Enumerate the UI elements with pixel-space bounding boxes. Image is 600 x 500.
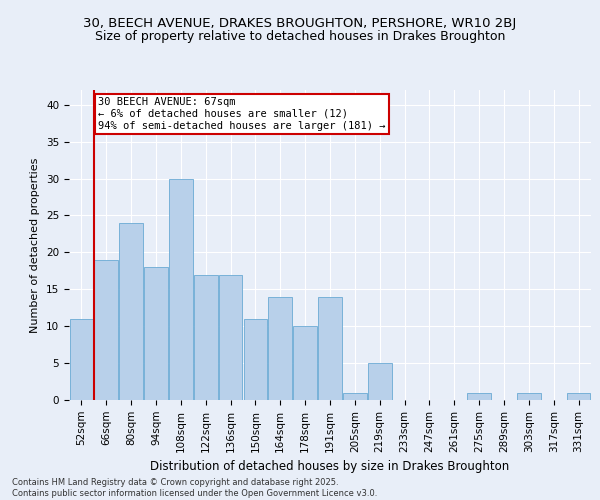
Bar	[467, 392, 491, 400]
Text: 30 BEECH AVENUE: 67sqm
← 6% of detached houses are smaller (12)
94% of semi-deta: 30 BEECH AVENUE: 67sqm ← 6% of detached …	[98, 98, 386, 130]
Y-axis label: Number of detached properties: Number of detached properties	[31, 158, 40, 332]
Bar	[144, 267, 168, 400]
Bar	[368, 363, 392, 400]
Text: 30, BEECH AVENUE, DRAKES BROUGHTON, PERSHORE, WR10 2BJ: 30, BEECH AVENUE, DRAKES BROUGHTON, PERS…	[83, 18, 517, 30]
Bar	[70, 319, 93, 400]
Bar	[119, 223, 143, 400]
Bar	[169, 178, 193, 400]
Text: Size of property relative to detached houses in Drakes Broughton: Size of property relative to detached ho…	[95, 30, 505, 43]
Bar	[194, 274, 218, 400]
Bar	[94, 260, 118, 400]
Bar	[268, 296, 292, 400]
Bar	[318, 296, 342, 400]
X-axis label: Distribution of detached houses by size in Drakes Broughton: Distribution of detached houses by size …	[151, 460, 509, 473]
Bar	[343, 392, 367, 400]
Bar	[517, 392, 541, 400]
Bar	[293, 326, 317, 400]
Bar	[567, 392, 590, 400]
Bar	[219, 274, 242, 400]
Text: Contains HM Land Registry data © Crown copyright and database right 2025.
Contai: Contains HM Land Registry data © Crown c…	[12, 478, 377, 498]
Bar	[244, 319, 267, 400]
